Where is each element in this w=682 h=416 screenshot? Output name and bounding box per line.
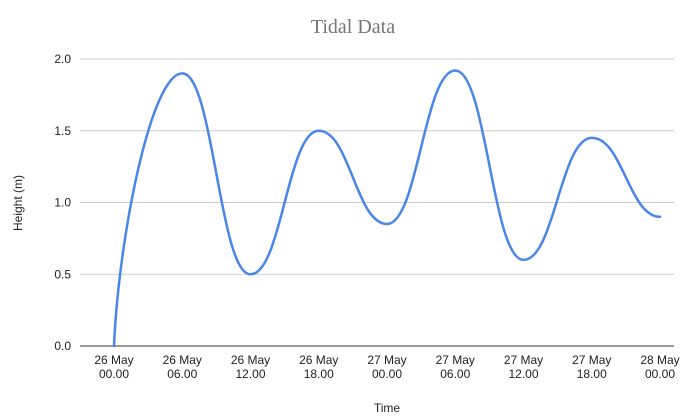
x-axis-title: Time [374,401,401,415]
x-tick-label: 28 May 00.00 [640,353,679,381]
series-group [112,69,662,348]
x-tick-label: 27 May 18.00 [572,353,611,381]
y-tick-label: 1.0 [54,196,71,210]
x-tick-label: 27 May 06.00 [436,353,475,381]
gridlines [80,58,674,347]
x-tick-label: 26 May 18.00 [299,353,338,381]
y-tick-label: 1.5 [54,124,71,138]
y-axis-ticks: 0.0 0.5 1.0 1.5 2.0 [54,52,71,353]
y-axis-title: Height (m) [11,175,25,231]
x-tick-label: 27 May 00.00 [367,353,406,381]
y-tick-label: 0.5 [54,267,71,281]
series-line [112,69,662,348]
x-tick-label: 26 May 00.00 [94,353,133,381]
x-tick-label: 26 May 12.00 [231,353,270,381]
y-tick-label: 2.0 [54,52,71,66]
x-tick-label: 27 May 12.00 [504,353,543,381]
chart-title: Tidal Data [311,16,395,38]
x-tick-label: 26 May 06.00 [163,353,202,381]
y-tick-label: 0.0 [54,339,71,353]
x-axis-ticks: 26 May 00.00 26 May 06.00 26 May 12.00 26 May 1… [94,353,679,381]
